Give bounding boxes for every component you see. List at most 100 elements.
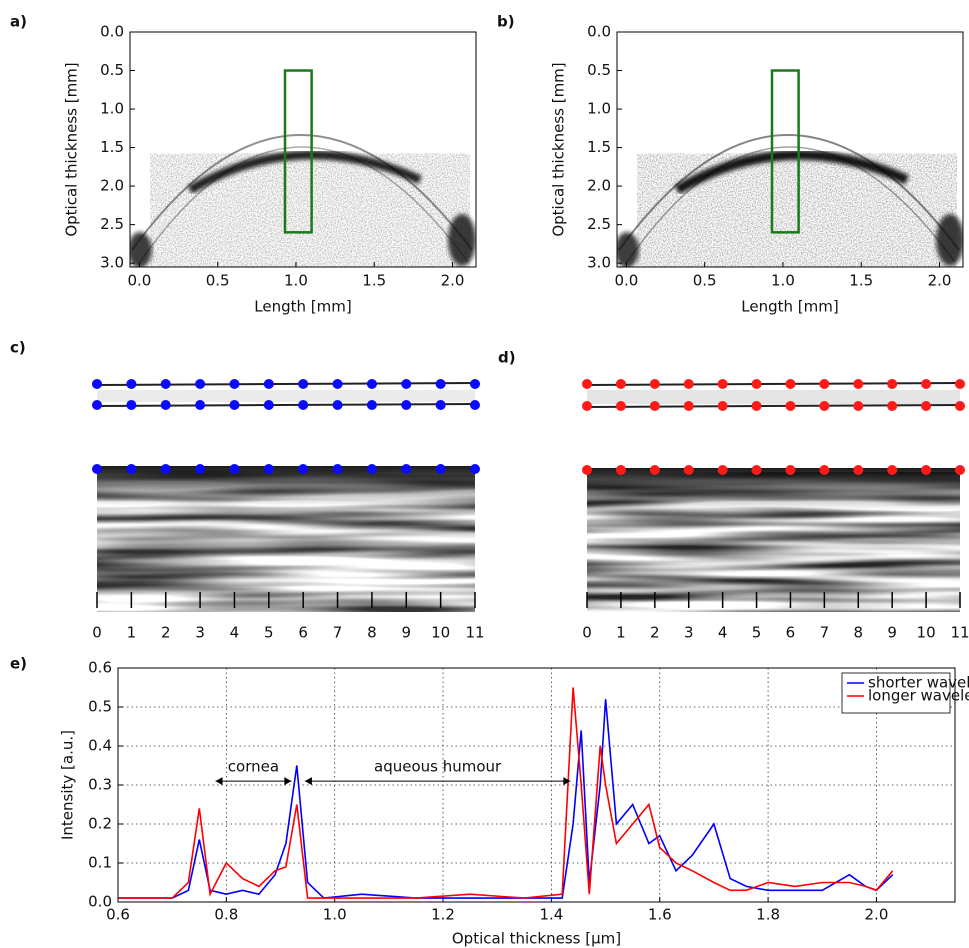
layer-marker <box>366 379 377 389</box>
y-tick-label: 1.0 <box>587 100 611 118</box>
series-line <box>118 699 894 899</box>
y-tick-label: 0.0 <box>100 23 124 41</box>
b-scan-strip <box>96 382 476 612</box>
region-of-interest <box>283 69 313 234</box>
layer-marker <box>853 379 864 389</box>
x-tick-label: 0.0 <box>127 272 151 290</box>
layer-marker <box>160 400 171 410</box>
y-tick-label: 2.0 <box>100 177 124 195</box>
layer-marker <box>582 465 592 475</box>
chart-layer: a)0.00.51.01.52.02.53.00.0 0.5 1.0 1.5 2.0Le… <box>10 13 969 948</box>
layer-marker <box>683 401 694 411</box>
layer-marker <box>195 464 206 474</box>
x-tick-label: 2 <box>650 624 660 642</box>
x-tick-label: 0 <box>92 624 102 642</box>
layer-marker <box>366 464 377 474</box>
y-axis-label: Optical thickness [mm] <box>63 62 81 236</box>
axes-frame <box>129 31 477 268</box>
layer-marker <box>126 400 137 410</box>
legend-label: shorter wavelengths <box>868 674 969 692</box>
layer-marker <box>332 400 343 410</box>
layer-marker <box>615 465 626 475</box>
x-tick-label: 4 <box>230 624 240 642</box>
panel-label: b) <box>497 13 515 31</box>
y-tick-label: 1.0 <box>100 100 124 118</box>
x-tick-label: 5 <box>752 624 762 642</box>
layer-marker <box>401 379 412 389</box>
x-tick-label: 8 <box>367 624 377 642</box>
layer-marker <box>751 379 762 389</box>
layer-marker <box>195 379 206 389</box>
layer-marker <box>819 465 830 475</box>
layer-marker <box>751 465 762 475</box>
layer-marker <box>401 464 412 474</box>
x-tick-label: 7 <box>333 624 343 642</box>
layer-marker <box>92 379 102 389</box>
panel-label: c) <box>10 339 26 357</box>
layer-marker <box>366 400 377 410</box>
layer-marker <box>921 379 932 389</box>
layer-marker <box>435 400 446 410</box>
layer-marker <box>887 379 898 389</box>
x-tick-label: 1.6 <box>648 906 672 924</box>
layer-marker <box>263 464 274 474</box>
x-axis-label: Length [mm] <box>254 298 351 316</box>
layer-marker <box>785 401 796 411</box>
axes-frame <box>117 667 956 903</box>
y-tick-label: 2.5 <box>587 215 611 233</box>
layer-marker <box>92 464 102 474</box>
layer-marker <box>955 379 965 389</box>
y-tick-label: 0.0 <box>587 23 611 41</box>
x-tick-label: 6 <box>786 624 796 642</box>
y-tick-label: 2.5 <box>100 215 124 233</box>
layer-marker <box>435 379 446 389</box>
layer-marker <box>683 379 694 389</box>
layer-marker <box>229 379 240 389</box>
x-tick-label: 1.5 <box>362 272 386 290</box>
layer-marker <box>649 379 660 389</box>
panel-label: e) <box>10 655 27 673</box>
x-axis-label: Length [mm] <box>741 298 838 316</box>
layer-marker <box>649 465 660 475</box>
y-tick-label: 0.3 <box>88 776 112 794</box>
y-tick-label: 1.5 <box>100 138 124 156</box>
x-tick-label: 1.2 <box>431 906 455 924</box>
layer-marker <box>887 401 898 411</box>
layer-marker <box>615 379 626 389</box>
x-tick-label: 2 <box>161 624 171 642</box>
layer-marker <box>955 465 965 475</box>
layer-marker <box>853 401 864 411</box>
layer-marker <box>298 379 309 389</box>
layer-marker <box>683 465 694 475</box>
layer-marker <box>435 464 446 474</box>
y-tick-label: 0.2 <box>88 815 112 833</box>
layer-marker <box>785 379 796 389</box>
layer-marker <box>470 464 480 474</box>
x-tick-label: 3 <box>195 624 205 642</box>
x-tick-label: 1.0 <box>323 906 347 924</box>
x-tick-label: 9 <box>887 624 897 642</box>
layer-marker <box>921 465 932 475</box>
layer-marker <box>298 464 309 474</box>
x-tick-label: 4 <box>718 624 728 642</box>
region-of-interest <box>770 69 800 234</box>
layer-marker <box>160 464 171 474</box>
x-tick-label: 1.0 <box>771 272 795 290</box>
layer-marker <box>582 379 592 389</box>
layer-marker <box>717 379 728 389</box>
layer-marker <box>785 465 796 475</box>
layer-marker <box>401 400 412 410</box>
layer-marker <box>126 464 137 474</box>
annotation: cornea <box>228 758 279 776</box>
y-tick-label: 0.0 <box>88 893 112 911</box>
y-tick-label: 0.1 <box>88 854 112 872</box>
layer-marker <box>887 465 898 475</box>
x-tick-label: 1.4 <box>539 906 563 924</box>
annotation: aqueous humour <box>374 758 502 776</box>
layer-marker <box>470 379 480 389</box>
layer-marker <box>615 401 626 411</box>
layer-marker <box>92 400 102 410</box>
x-tick-label: 1 <box>127 624 137 642</box>
y-tick-label: 2.0 <box>587 177 611 195</box>
b-scan-strip <box>586 382 961 612</box>
